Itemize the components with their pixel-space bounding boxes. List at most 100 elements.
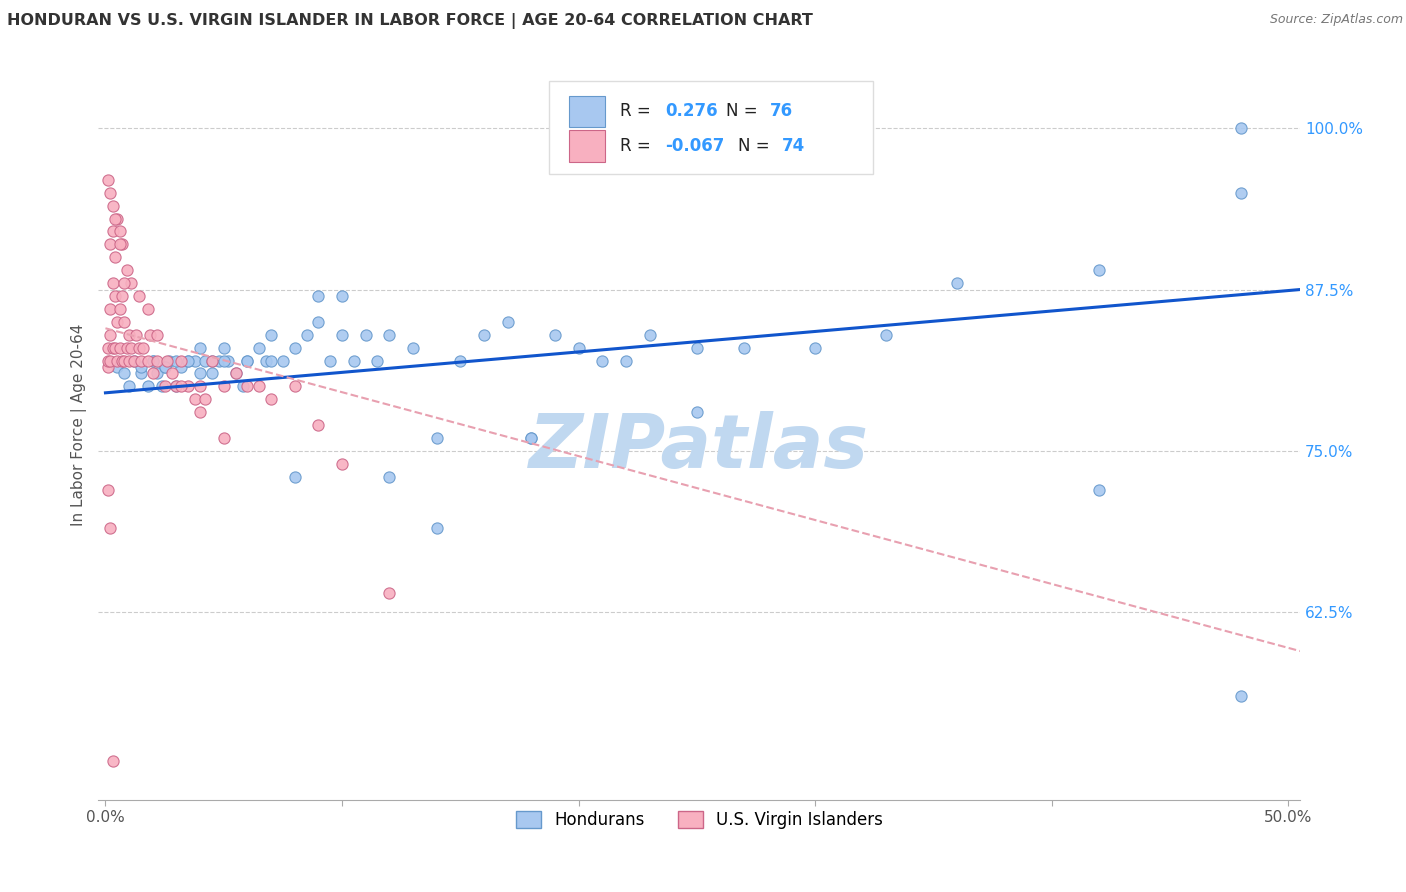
- Point: [225, 367, 247, 381]
- Point: [108, 341, 131, 355]
- Text: 0.276: 0.276: [665, 103, 718, 120]
- Point: [97, 353, 120, 368]
- Point: [111, 289, 134, 303]
- Point: [105, 211, 128, 226]
- Point: [260, 392, 283, 407]
- Point: [330, 327, 353, 342]
- Text: -0.067: -0.067: [665, 136, 725, 155]
- Text: ZIPatlas: ZIPatlas: [529, 411, 869, 484]
- Point: [194, 353, 217, 368]
- Point: [225, 367, 247, 381]
- Point: [146, 367, 169, 381]
- Point: [97, 341, 120, 355]
- Point: [111, 237, 134, 252]
- Point: [142, 367, 165, 381]
- Point: [101, 224, 124, 238]
- Point: [247, 341, 270, 355]
- Text: HONDURAN VS U.S. VIRGIN ISLANDER IN LABOR FORCE | AGE 20-64 CORRELATION CHART: HONDURAN VS U.S. VIRGIN ISLANDER IN LABO…: [7, 13, 813, 29]
- Point: [105, 359, 128, 374]
- Point: [170, 379, 193, 393]
- Point: [449, 353, 471, 368]
- Point: [112, 367, 135, 381]
- Point: [567, 341, 589, 355]
- Point: [118, 353, 141, 368]
- Point: [136, 301, 159, 316]
- Point: [112, 276, 135, 290]
- Point: [157, 353, 180, 368]
- Point: [343, 353, 366, 368]
- Point: [101, 341, 124, 355]
- Point: [129, 359, 152, 374]
- Point: [208, 353, 231, 368]
- Point: [1230, 690, 1253, 704]
- Point: [136, 379, 159, 393]
- Point: [165, 379, 187, 393]
- Point: [217, 353, 239, 368]
- Point: [1088, 263, 1111, 277]
- Point: [194, 392, 217, 407]
- Point: [98, 186, 121, 200]
- Point: [139, 327, 162, 342]
- Point: [104, 211, 127, 226]
- Point: [366, 353, 388, 368]
- Point: [260, 353, 283, 368]
- Point: [97, 173, 120, 187]
- Point: [104, 289, 127, 303]
- Point: [284, 469, 307, 483]
- Point: [142, 353, 165, 368]
- Point: [188, 341, 211, 355]
- Point: [378, 469, 401, 483]
- Point: [875, 327, 897, 342]
- Point: [129, 353, 152, 368]
- Point: [146, 353, 169, 368]
- Point: [121, 276, 143, 290]
- Point: [212, 353, 235, 368]
- Point: [472, 327, 495, 342]
- Text: N =: N =: [725, 103, 762, 120]
- Text: Source: ZipAtlas.com: Source: ZipAtlas.com: [1270, 13, 1403, 27]
- Point: [402, 341, 425, 355]
- Point: [101, 754, 124, 768]
- FancyBboxPatch shape: [569, 130, 606, 161]
- Point: [118, 327, 141, 342]
- Point: [271, 353, 294, 368]
- Point: [212, 341, 235, 355]
- Point: [426, 521, 449, 535]
- Point: [232, 379, 254, 393]
- FancyBboxPatch shape: [569, 95, 606, 127]
- Point: [170, 359, 193, 374]
- Point: [128, 289, 150, 303]
- Point: [330, 457, 353, 471]
- Point: [108, 224, 131, 238]
- Point: [98, 521, 121, 535]
- Point: [591, 353, 613, 368]
- Point: [170, 353, 193, 368]
- Point: [98, 327, 121, 342]
- Point: [614, 353, 637, 368]
- Text: N =: N =: [738, 136, 775, 155]
- Point: [121, 341, 143, 355]
- Point: [319, 353, 342, 368]
- Point: [260, 327, 283, 342]
- Point: [177, 353, 200, 368]
- Point: [236, 353, 259, 368]
- Point: [153, 379, 176, 393]
- Point: [165, 353, 187, 368]
- Point: [247, 379, 270, 393]
- Point: [156, 353, 179, 368]
- Point: [188, 367, 211, 381]
- Point: [184, 392, 207, 407]
- Point: [146, 327, 169, 342]
- Text: 74: 74: [782, 136, 806, 155]
- Point: [1088, 483, 1111, 497]
- Point: [1230, 186, 1253, 200]
- Point: [295, 327, 318, 342]
- Point: [201, 367, 224, 381]
- Point: [104, 250, 127, 264]
- Point: [212, 431, 235, 445]
- Point: [638, 327, 661, 342]
- Point: [153, 359, 176, 374]
- Point: [129, 367, 152, 381]
- Point: [108, 301, 131, 316]
- Point: [115, 341, 138, 355]
